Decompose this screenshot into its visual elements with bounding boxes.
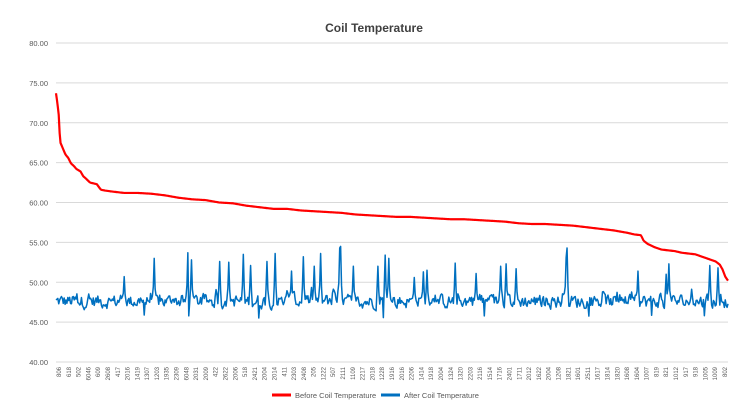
x-tick-label: 609 [96, 366, 102, 377]
y-tick-label: 50.00 [29, 278, 48, 287]
x-tick-label: 2009 [204, 366, 210, 380]
x-tick-label: 417 [116, 366, 122, 377]
x-tick-label: 2116 [478, 366, 484, 380]
y-tick-label: 60.00 [29, 199, 48, 208]
x-tick-label: 2031 [194, 366, 200, 380]
x-tick-label: 6046 [86, 366, 92, 380]
x-tick-label: 2203 [468, 366, 474, 380]
x-tick-label: 2014 [272, 366, 278, 380]
x-tick-label: 1601 [576, 366, 582, 380]
y-tick-label: 70.00 [29, 119, 48, 128]
x-tick-label: 2006 [233, 366, 239, 380]
x-tick-label: 2303 [292, 366, 298, 380]
x-tick-label: 1711 [517, 366, 523, 380]
x-tick-label: 2206 [410, 366, 416, 380]
y-tick-label: 65.00 [29, 159, 48, 168]
y-tick-label: 45.00 [29, 318, 48, 327]
x-tick-label: 1820 [615, 366, 621, 380]
x-tick-label: 2016 [400, 366, 406, 380]
x-tick-label: 2018 [370, 366, 376, 380]
x-tick-label: 2004 [547, 366, 553, 380]
x-tick-label: 1414 [419, 366, 425, 380]
x-tick-label: 1918 [429, 366, 435, 380]
x-tick-label: 1514 [488, 366, 494, 380]
x-tick-label: 2004 [439, 366, 445, 380]
x-tick-label: 1608 [625, 366, 631, 380]
x-tick-label: 1622 [537, 366, 543, 380]
x-tick-label: 2511 [586, 366, 592, 380]
y-axis-ticks: 40.00 45.00 50.00 55.00 60.00 65.00 70.00 75.00… [29, 39, 48, 367]
x-tick-label: 918 [694, 366, 700, 377]
x-tick-label: 1935 [165, 366, 171, 380]
legend: Before Coil Temperature After Coil Tempe… [272, 391, 479, 400]
x-tick-label: 802 [723, 366, 729, 377]
x-tick-label: 1009 [713, 366, 719, 380]
chart-title: Coil Temperature [325, 21, 423, 35]
series-lines [54, 93, 729, 319]
x-tick-label: 1716 [498, 366, 504, 380]
x-tick-label: 1821 [566, 366, 572, 380]
x-tick-label: 1208 [557, 366, 563, 380]
x-tick-label: 2408 [302, 366, 308, 380]
x-tick-label: 1617 [596, 366, 602, 380]
x-axis-ticks: 806 618 502 6046 609 2608 417 2016 1419 1307 1203 1… [57, 366, 729, 380]
x-tick-label: 2421 [253, 366, 259, 380]
x-tick-label: 502 [77, 366, 83, 377]
x-tick-label: 806 [57, 366, 63, 377]
x-tick-label: 1419 [135, 366, 141, 380]
x-tick-label: 1203 [155, 366, 161, 380]
x-tick-label: 411 [282, 366, 288, 376]
x-tick-label: 1324 [449, 366, 455, 380]
x-tick-label: 2111 [341, 366, 347, 379]
y-tick-label: 75.00 [29, 79, 48, 88]
x-tick-label: 1007 [645, 366, 651, 380]
x-tick-label: 2217 [361, 366, 367, 380]
x-tick-label: 1109 [351, 366, 357, 380]
series-line-after [55, 245, 729, 319]
x-tick-label: 819 [654, 366, 660, 377]
gridlines [56, 42, 728, 363]
x-tick-label: 1604 [635, 366, 641, 380]
x-tick-label: 518 [243, 366, 249, 377]
x-tick-label: 1228 [380, 366, 386, 380]
x-tick-label: 1307 [145, 366, 151, 380]
y-tick-label: 80.00 [29, 39, 48, 48]
x-tick-label: 422 [214, 366, 220, 377]
x-tick-label: 6048 [184, 366, 190, 380]
x-tick-label: 821 [664, 366, 670, 377]
x-tick-label: 2401 [508, 366, 514, 380]
x-tick-label: 1222 [321, 366, 327, 380]
legend-label-after: After Coil Temperature [404, 391, 479, 400]
x-tick-label: 2004 [263, 366, 269, 380]
x-tick-label: 1916 [390, 366, 396, 380]
x-tick-label: 2309 [175, 366, 181, 380]
x-tick-label: 2622 [224, 366, 230, 380]
legend-label-before: Before Coil Temperature [295, 391, 376, 400]
y-tick-label: 55.00 [29, 238, 48, 247]
series-line-before [54, 93, 729, 282]
x-tick-label: 1005 [703, 366, 709, 380]
x-tick-label: 2608 [106, 366, 112, 380]
x-tick-label: 507 [331, 366, 337, 377]
x-tick-label: 1814 [605, 366, 611, 380]
x-tick-label: 618 [67, 366, 73, 377]
x-tick-label: 2016 [126, 366, 132, 380]
x-tick-label: 1320 [459, 366, 465, 380]
y-tick-label: 40.00 [29, 358, 48, 367]
x-tick-label: 205 [312, 366, 318, 377]
x-tick-label: 2012 [527, 366, 533, 380]
x-tick-label: 1012 [674, 366, 680, 380]
x-tick-label: 917 [684, 366, 690, 377]
